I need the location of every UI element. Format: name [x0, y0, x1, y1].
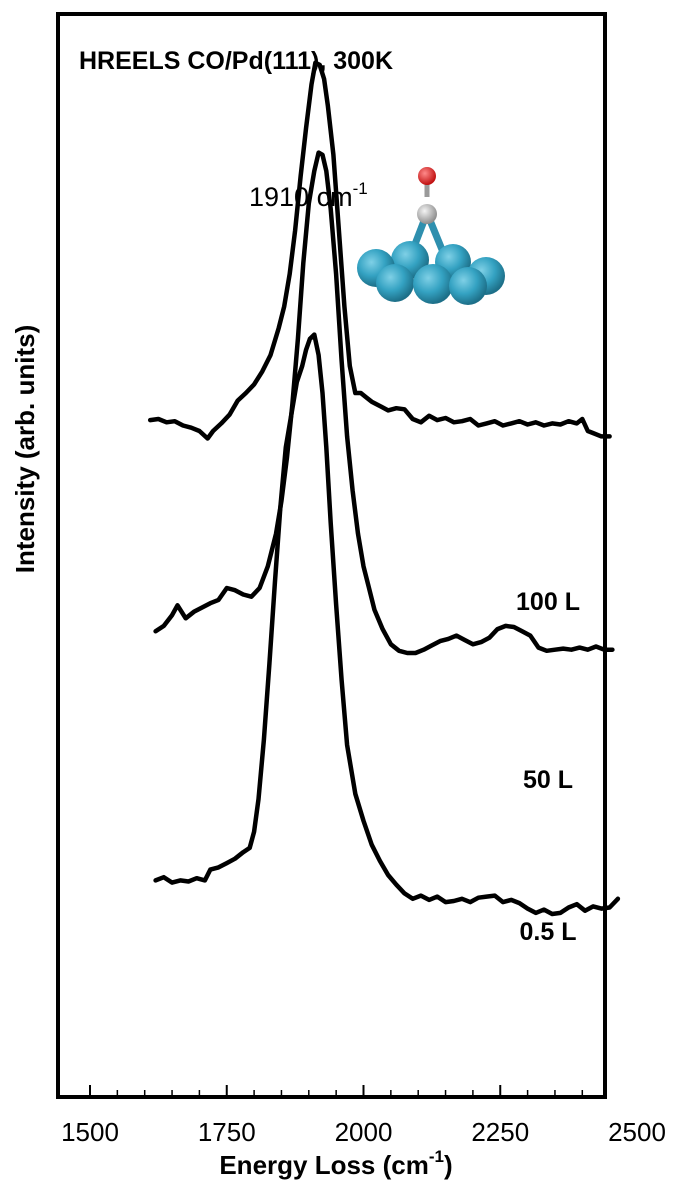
x-axis-label-exponent: -1: [429, 1147, 444, 1166]
x-axis-ticks: 1500 1750 2000 2250 2500: [61, 1085, 666, 1147]
series-line-50-l: [153, 150, 615, 656]
series-lines: 100 L 50 L 0.5 L: [147, 60, 621, 946]
peak-annotation-unit-exponent: -1: [353, 179, 368, 198]
series-line-0-5-l: [153, 332, 621, 917]
series-label: 0.5 L: [520, 918, 577, 946]
x-axis-label-main: Energy Loss (cm: [219, 1150, 429, 1180]
series-label: 100 L: [516, 588, 580, 616]
x-tick-label: 2000: [335, 1117, 393, 1147]
chart-title: HREELS CO/Pd(111), 300K: [79, 47, 393, 75]
x-axis-label-end: ): [444, 1150, 453, 1180]
co-on-pd-hollow-site-icon: [357, 167, 505, 305]
x-tick-label: 2500: [608, 1117, 666, 1147]
peak-annotation-value: 1910 cm: [249, 182, 353, 212]
series-line-100-l: [147, 60, 612, 441]
peak-annotation: 1910 cm-1: [249, 179, 368, 212]
x-tick-label: 2250: [471, 1117, 529, 1147]
x-tick-label: 1500: [61, 1117, 119, 1147]
y-axis-label: Intensity (arb. units): [10, 325, 40, 573]
x-tick-label: 1750: [198, 1117, 256, 1147]
series-label: 50 L: [523, 766, 573, 794]
plot-frame: [56, 12, 607, 1099]
x-axis-label: Energy Loss (cm-1): [219, 1147, 452, 1180]
